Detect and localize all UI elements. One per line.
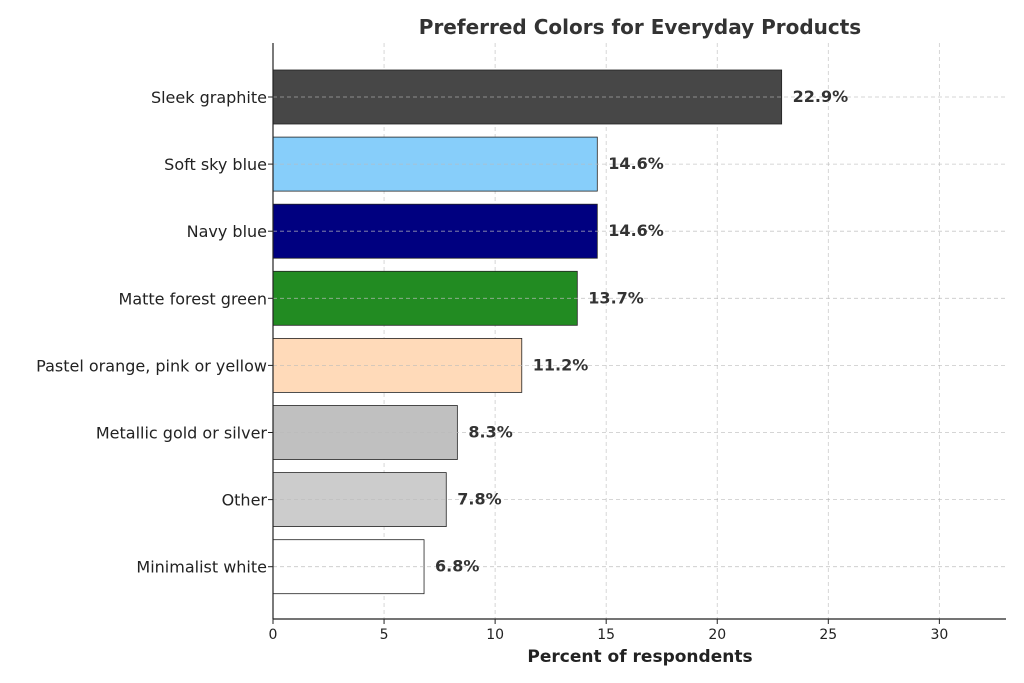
x-axis-label: Percent of respondents	[527, 647, 752, 667]
bar	[272, 337, 523, 393]
x-tick-label: 20	[708, 627, 726, 643]
x-tick-label: 15	[597, 627, 615, 643]
x-tick-label: 0	[269, 627, 278, 643]
x-tick-label: 10	[486, 627, 504, 643]
x-tick-label: 5	[380, 627, 389, 643]
data-label: 13.7%	[588, 288, 644, 307]
data-label: 11.2%	[533, 355, 589, 374]
data-label: 7.8%	[457, 490, 501, 509]
x-tick-label: 25	[819, 627, 837, 643]
y-tick-label: Pastel orange, pink or yellow	[36, 356, 267, 375]
chart-title: Preferred Colors for Everyday Products	[419, 15, 861, 39]
y-tick-label: Sleek graphite	[151, 88, 267, 107]
y-tick-label: Other	[222, 491, 268, 510]
y-tick-label: Soft sky blue	[164, 155, 267, 174]
data-label: 8.3%	[468, 423, 512, 442]
y-tick-label: Navy blue	[187, 222, 267, 241]
data-label: 22.9%	[793, 87, 849, 106]
x-tick-label: 30	[930, 627, 948, 643]
y-tick-label: Metallic gold or silver	[96, 424, 268, 443]
y-tick-label: Minimalist white	[136, 558, 267, 577]
data-label: 14.6%	[608, 221, 664, 240]
y-tick-label: Matte forest green	[119, 289, 267, 308]
data-label: 14.6%	[608, 154, 664, 173]
bar	[272, 539, 425, 595]
data-label: 6.8%	[435, 557, 479, 576]
